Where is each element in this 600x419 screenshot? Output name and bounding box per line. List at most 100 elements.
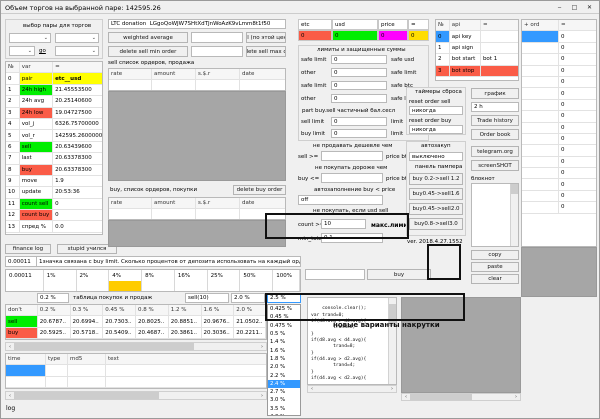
trade-history-button[interactable]: Trade history	[471, 115, 519, 126]
table-row[interactable]: 2 bot start bot 1	[436, 54, 518, 66]
variables-table[interactable]: № var = 0 pair etc__usd 1 24h high 21.4555350…	[5, 61, 103, 235]
table-row[interactable]: 9 move 1.9	[6, 175, 102, 188]
table-row[interactable]: 0 pair etc__usd	[6, 73, 102, 85]
price-sell-row[interactable]: sell 20.6787.. 20.6994.. 20.7303.. 20.8025..…	[6, 316, 266, 328]
dropdown-option[interactable]: 3.5 %	[270, 405, 286, 412]
active-pct-select[interactable]: 2.5 %	[267, 293, 301, 303]
buy-limit-input[interactable]: 0	[331, 129, 387, 138]
order-book-button[interactable]: Order book	[471, 129, 519, 140]
dropdown-option[interactable]: 3.0 %	[270, 397, 286, 404]
dropdown-option[interactable]: 1.4 %	[270, 339, 286, 346]
editor-h-scrollbar[interactable]: ‹ ›	[307, 385, 397, 393]
sell-orders-table[interactable]: rate amount s.$.r date	[108, 68, 286, 91]
table-row[interactable]: 0	[522, 54, 596, 66]
paste-button[interactable]: paste	[471, 262, 519, 272]
scroll-right-icon[interactable]: ›	[391, 386, 393, 392]
log-table[interactable]: time type md5 text	[5, 353, 267, 389]
chart-button[interactable]: график	[471, 88, 519, 99]
buy-amount-input[interactable]	[305, 269, 365, 280]
table-row[interactable]: 0 api key	[436, 31, 518, 43]
dropdown-option[interactable]: 0.425 %	[270, 306, 292, 313]
clear-button[interactable]: clear	[471, 274, 519, 284]
sell-price-button[interactable]: sell (по этой цене)	[246, 32, 286, 43]
limit-input-2[interactable]: 0	[331, 81, 387, 90]
dropdown-option[interactable]: 2.4 %	[268, 379, 300, 388]
table-row[interactable]: 6 sell 20.63439600	[6, 141, 102, 154]
table-row[interactable]: 1 api sign	[436, 42, 518, 55]
table-row[interactable]: 5 vol_r 142595.26000000	[6, 130, 102, 142]
dropdown-option[interactable]: 1.8 %	[270, 355, 286, 362]
table-row[interactable]: 0	[522, 99, 596, 112]
reset-buy-select[interactable]: никогда	[409, 125, 463, 134]
limit-input-3[interactable]: 0	[331, 94, 387, 103]
stupid-button[interactable]: stupid учился	[57, 244, 117, 254]
deposit-percent-table[interactable]: 0.00011 1% 2% 4% 8% 16% 25% 50% 100%	[5, 269, 301, 292]
ord-table[interactable]: + ord = 0 0 0 0 0 0 0 0 0 0 0 0 0 0 0 0	[521, 19, 597, 247]
table-row[interactable]: 0	[522, 31, 596, 43]
delete-sell-max-button[interactable]: delete sell max ord	[246, 46, 286, 57]
donation-address-field[interactable]: LTC donation LGgoQoWJW7SHtXdTJnWoAzK9vLm…	[108, 19, 286, 29]
dropdown-option[interactable]: 4.0 %	[268, 413, 300, 415]
scroll-left-icon[interactable]: ‹	[311, 386, 313, 392]
dropdown-option[interactable]: 0.475 %	[270, 322, 292, 329]
table-row[interactable]: 0	[522, 133, 596, 146]
notepad-scrollbar[interactable]	[510, 184, 518, 246]
buy-orders-table[interactable]: rate amount s.$.r date	[108, 197, 286, 220]
table-row[interactable]: 0	[522, 65, 596, 77]
finance-log-button[interactable]: finance log	[5, 244, 51, 254]
close-icon[interactable]: ✕	[586, 4, 593, 11]
pamper-button-2[interactable]: buy0.45->sell1.6	[409, 188, 463, 200]
table-row[interactable]: 7 last 20.63378300	[6, 153, 102, 165]
dropdown-option[interactable]: 1.6 %	[270, 347, 286, 354]
percent-value-cell[interactable]	[6, 281, 44, 291]
copy-button[interactable]: copy	[471, 250, 519, 260]
notepad-textarea[interactable]	[471, 183, 519, 247]
dropdown-option[interactable]: 2.0 %	[270, 364, 286, 371]
dropdown-option[interactable]: 0.45 %	[270, 314, 289, 321]
table-row[interactable]: 1 24h high 21.45553500	[6, 84, 102, 97]
reset-sell-select[interactable]: никогда	[409, 106, 463, 115]
pamper-button-3[interactable]: buy0.45->sell2.0	[409, 203, 463, 215]
pamper-button-1[interactable]: buy 0.2->sell 1.2	[409, 173, 463, 185]
buy-le-input[interactable]	[321, 173, 383, 183]
price-buy-row[interactable]: buy 20.5925.. 20.5718.. 20.5409.. 20.4687.. 2…	[6, 327, 266, 339]
dropdown-option[interactable]: 2.7 %	[270, 389, 286, 396]
pair-select-small[interactable]: ⌄	[9, 46, 35, 56]
table-row[interactable]: 0	[522, 42, 596, 55]
gray-h-scrollbar[interactable]: ‹ ›	[401, 393, 521, 401]
table-row[interactable]: 0	[522, 111, 596, 123]
h-scrollbar-top[interactable]: ‹ ›	[5, 342, 267, 351]
limit-input-1[interactable]: 0	[331, 68, 387, 77]
table-row[interactable]: 0	[522, 202, 596, 214]
table-row[interactable]	[109, 80, 285, 90]
sell-count-select[interactable]: sell(10)	[185, 293, 229, 303]
pamper-button-4[interactable]: buy0.8->sell3.0	[409, 218, 463, 230]
table-row[interactable]: 11 count sell 0	[6, 198, 102, 211]
table-row[interactable]: 0	[522, 190, 596, 203]
delete-buy-order-button[interactable]: delete buy order	[233, 185, 286, 195]
table-row[interactable]	[6, 365, 266, 377]
table-row[interactable]: 8 buy 20.63378300	[6, 164, 102, 176]
table-row[interactable]	[6, 376, 266, 388]
table-row[interactable]: 0	[522, 145, 596, 157]
table-row[interactable]: 0	[522, 156, 596, 169]
pair-select-bottom[interactable]: ⌄	[55, 46, 99, 56]
count-select[interactable]: 10	[321, 219, 366, 229]
price-table[interactable]: don't 0.2 % 0.3 % 0.45 % 0.8 % 1.2 % 1.6 % 2.0 …	[5, 304, 267, 340]
dropdown-option[interactable]: 2.2 %	[270, 372, 286, 379]
scroll-right-icon[interactable]: ›	[261, 392, 263, 399]
h-scrollbar-bottom[interactable]: ‹ ›	[5, 391, 267, 400]
pct-dropdown-list[interactable]: 0.425 % 0.45 % 0.475 % 0.5 % 1.4 % 1.6 % 1.8 %…	[267, 304, 301, 416]
percent-value-cell[interactable]	[240, 281, 274, 291]
table-row[interactable]: 0	[522, 179, 596, 191]
go-button[interactable]: go	[39, 48, 46, 54]
deposit-value-field[interactable]: 0.00011	[5, 256, 37, 267]
autofill-select[interactable]: off	[298, 195, 383, 205]
screenshot-button[interactable]: screenSHOT	[471, 160, 519, 171]
maximize-icon[interactable]: □	[571, 4, 578, 11]
dropdown-option[interactable]: 0.5 %	[270, 331, 286, 338]
pct-select[interactable]: 2.0 %	[231, 293, 265, 303]
scroll-right-icon[interactable]: ›	[261, 343, 263, 350]
api-table[interactable]: № api = 0 api key 1 api sign 2 bot start bot 1…	[435, 19, 519, 81]
table-row[interactable]: 0	[522, 76, 596, 89]
